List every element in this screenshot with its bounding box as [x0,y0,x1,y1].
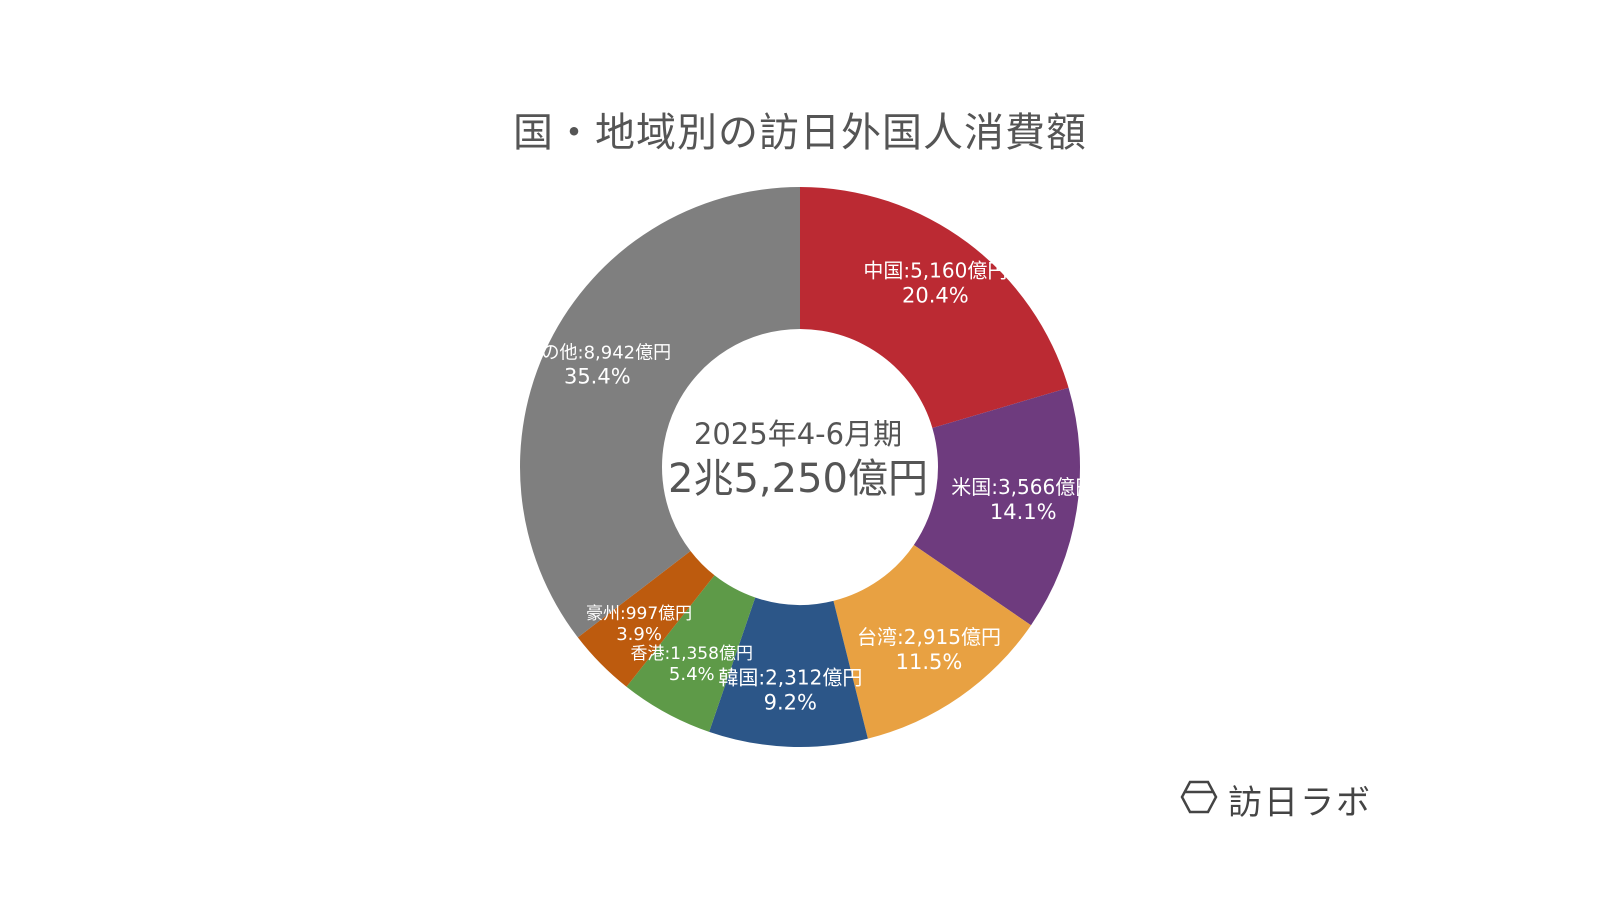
slice-percent-6: 35.4% [564,365,631,389]
slice-percent-0: 20.4% [902,283,969,307]
slice-label-5: 豪州:997億円 [586,603,692,624]
slice-label-4: 香港:1,358億円 [631,644,753,664]
brand-logo: 訪日ラボ [1180,775,1372,823]
slice-label-6: その他:8,942億円 [524,343,672,364]
slice-5 [577,550,715,687]
center-period-label: 2025年4-6月期 [694,417,902,451]
slice-6 [519,187,800,638]
slice-percent-5: 3.9% [616,624,662,645]
slice-percent-3: 9.2% [764,690,817,714]
chart-title: 国・地域別の訪日外国人消費額 [513,110,1087,156]
slice-4 [626,575,756,732]
brand-name: 訪日ラボ [1228,782,1372,823]
slice-0 [800,187,1069,428]
slice-1 [913,387,1080,626]
slice-3 [709,597,868,747]
slice-percent-2: 11.5% [896,650,963,674]
slice-label-0: 中国:5,160億円 [863,258,1007,282]
slice-2 [833,544,1032,739]
slice-label-1: 米国:3,566億円 [951,475,1095,499]
slice-percent-4: 5.4% [669,664,715,685]
slice-label-2: 台湾:2,915億円 [857,625,1001,649]
slice-label-3: 韓国:2,312億円 [718,665,862,689]
center-total-label: 2兆5,250億円 [668,456,928,502]
slices-layer [519,187,1080,747]
hexagon-logo-icon [1180,780,1218,818]
slice-percent-1: 14.1% [990,500,1057,524]
center-label: 2025年4-6月期 2兆5,250億円 [668,417,928,502]
